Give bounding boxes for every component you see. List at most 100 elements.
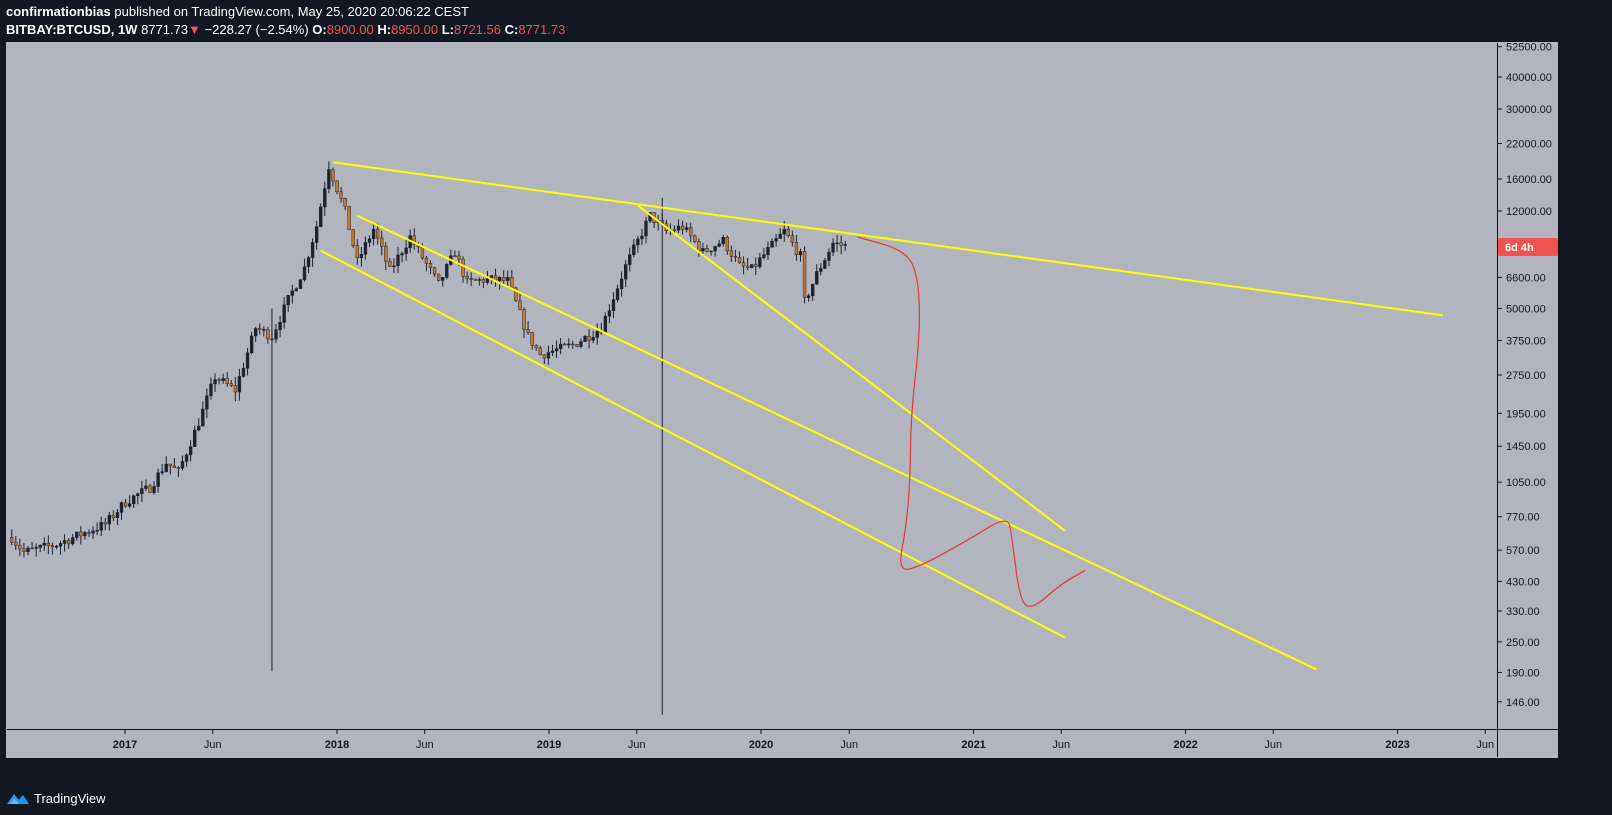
candle-body bbox=[733, 256, 738, 258]
candle-body bbox=[91, 530, 95, 534]
candle-body bbox=[770, 240, 774, 248]
candle-body bbox=[477, 279, 481, 281]
time-tick-label: Jun bbox=[1476, 739, 1494, 751]
time-axis[interactable]: 2017 Jun 2018 Jun 2019 Jun 2020 Jun 2021 Jun 2022 J… bbox=[113, 729, 1494, 751]
candle-body bbox=[225, 378, 229, 384]
price-tick-label: 52500.00 bbox=[1506, 42, 1552, 54]
price-tick-label: 1450.00 bbox=[1506, 441, 1546, 453]
candle-body bbox=[689, 227, 693, 237]
candle-body bbox=[380, 237, 384, 247]
candle-body bbox=[99, 522, 103, 531]
close-value: 8771.73 bbox=[518, 22, 566, 37]
time-tick-label: Jun bbox=[840, 739, 858, 751]
candle-body bbox=[351, 229, 355, 247]
candle-body bbox=[794, 242, 799, 256]
candle-body bbox=[473, 279, 477, 281]
candle-body bbox=[542, 354, 547, 359]
candle-body bbox=[554, 348, 559, 352]
candle-body bbox=[197, 425, 201, 431]
candle-body bbox=[835, 242, 839, 245]
candle-body bbox=[123, 502, 128, 507]
candle-body bbox=[221, 378, 225, 381]
candle-body bbox=[168, 463, 172, 467]
candle-body bbox=[567, 343, 571, 346]
candle-body bbox=[497, 277, 502, 282]
candle-body bbox=[22, 548, 26, 552]
candle-body bbox=[310, 242, 315, 258]
candle-body bbox=[827, 251, 831, 261]
candle-body bbox=[201, 408, 205, 427]
candle-body bbox=[717, 243, 721, 247]
projection-path bbox=[857, 236, 1086, 607]
candle-body bbox=[725, 236, 729, 252]
candle-body bbox=[314, 226, 319, 243]
candle-body bbox=[103, 522, 107, 525]
candle-body bbox=[412, 235, 416, 245]
drawings-layer bbox=[320, 161, 1444, 715]
author-name[interactable]: confirmationbias bbox=[6, 4, 111, 19]
candle-body bbox=[705, 248, 709, 252]
candle-body bbox=[144, 485, 148, 489]
publish-line: confirmationbias published on TradingVie… bbox=[6, 4, 469, 19]
price-tick-label: 570.00 bbox=[1506, 545, 1540, 557]
candle-body bbox=[71, 537, 75, 545]
price-tick-label: 770.00 bbox=[1506, 512, 1540, 524]
candle-body bbox=[745, 265, 750, 268]
candle-body bbox=[420, 246, 425, 259]
price-tick-label: 3750.00 bbox=[1506, 335, 1546, 347]
candle-body bbox=[741, 262, 746, 267]
candle-body bbox=[709, 250, 713, 253]
candle-body bbox=[628, 254, 632, 265]
candle-body bbox=[441, 277, 445, 281]
candle-body bbox=[107, 515, 111, 525]
candle-body bbox=[481, 279, 486, 283]
price-tick-label: 22000.00 bbox=[1506, 139, 1552, 151]
candle-body bbox=[392, 265, 396, 268]
candle-body bbox=[575, 344, 579, 347]
candle-body bbox=[176, 467, 181, 469]
candle-body bbox=[802, 251, 807, 298]
candle-body bbox=[156, 472, 160, 487]
price-tick-label: 5000.00 bbox=[1506, 303, 1546, 315]
candle-body bbox=[286, 295, 290, 306]
candle-body bbox=[258, 328, 262, 330]
candle-body bbox=[46, 542, 51, 546]
candle-body bbox=[526, 329, 530, 333]
candle-body bbox=[213, 379, 217, 385]
candle-body bbox=[335, 180, 339, 193]
plot-area[interactable] bbox=[7, 43, 1497, 729]
candle-body bbox=[66, 540, 71, 545]
candle-body bbox=[266, 329, 270, 340]
candle-body bbox=[339, 191, 343, 199]
time-tick-label: 2019 bbox=[537, 739, 561, 751]
candle-body bbox=[205, 395, 209, 410]
candle-body bbox=[58, 543, 63, 547]
candle-body bbox=[489, 275, 494, 279]
candle-body bbox=[436, 273, 441, 281]
candle-body bbox=[750, 264, 754, 268]
candle-body bbox=[327, 169, 331, 189]
candle-body bbox=[550, 350, 555, 353]
candle-body bbox=[721, 236, 725, 245]
candle-body bbox=[778, 233, 782, 239]
candle-body bbox=[54, 545, 59, 548]
candle-body bbox=[819, 268, 823, 272]
candle-body bbox=[684, 227, 689, 230]
candle-body bbox=[583, 336, 587, 342]
footer-brand[interactable]: TradingView bbox=[6, 788, 106, 808]
candle-body bbox=[375, 228, 380, 239]
candle-body bbox=[127, 503, 132, 507]
candle-body bbox=[396, 254, 400, 267]
time-tick-label: 2022 bbox=[1173, 739, 1197, 751]
countdown-label: 6d 4h bbox=[1505, 242, 1534, 254]
candle-body bbox=[355, 245, 360, 258]
price-tick-label: 330.00 bbox=[1506, 606, 1540, 618]
candle-body bbox=[786, 228, 790, 236]
time-tick-label: 2017 bbox=[113, 739, 137, 751]
candle-body bbox=[18, 544, 22, 550]
candle-body bbox=[278, 322, 282, 330]
time-tick-label: Jun bbox=[628, 739, 646, 751]
candle-body bbox=[229, 383, 233, 386]
candle-body bbox=[766, 247, 770, 256]
